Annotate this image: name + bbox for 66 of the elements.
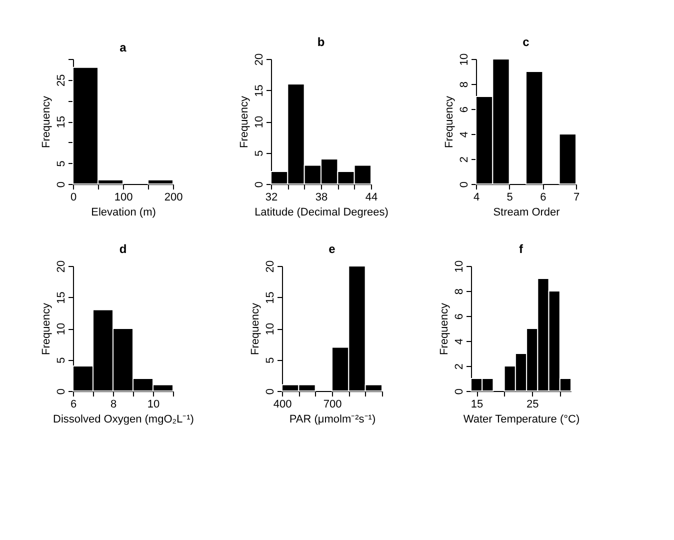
x-tick-label: 4	[473, 192, 480, 204]
y-tick-label: 0	[458, 181, 470, 188]
x-tick-label: 10	[147, 398, 160, 410]
x-tick-label: 25	[526, 398, 539, 410]
x-axis-title: Stream Order	[493, 206, 560, 218]
x-tick-label: 7	[573, 192, 580, 204]
y-tick-label: 5	[56, 357, 68, 364]
x-tick-label: 15	[470, 398, 484, 410]
y-tick-label: 10	[454, 260, 466, 273]
y-tick-label: 0	[454, 388, 466, 395]
y-tick-label: 5	[254, 150, 266, 156]
y-tick-label: 20	[254, 53, 266, 66]
y-axis-title: Frequency	[40, 302, 52, 355]
x-axis-title: PAR (μmolm⁻²s⁻¹)	[289, 414, 376, 426]
chart-title: b	[317, 34, 325, 49]
y-tick-label: 15	[56, 292, 68, 304]
y-axis-title: Frequency	[40, 96, 52, 148]
x-tick-label: 6	[540, 192, 546, 204]
x-tick-label: 38	[315, 192, 328, 204]
x-tick-label: 5	[506, 192, 513, 204]
y-tick-label: 6	[458, 106, 470, 113]
y-tick-label: 0	[254, 181, 266, 188]
chart-title: c	[522, 34, 530, 49]
y-tick-label: 20	[264, 260, 276, 273]
x-tick-label: 0	[70, 192, 77, 204]
x-tick-label: 44	[365, 192, 378, 204]
y-tick-label: 4	[458, 131, 470, 138]
y-tick-label: 10	[254, 116, 266, 128]
y-axis-title: Frequency	[250, 302, 262, 355]
y-tick-label: 10	[264, 322, 276, 336]
x-axis-title: Water Temperature (°C)	[463, 414, 580, 426]
y-tick-label: 2	[454, 363, 466, 370]
chart-title: d	[119, 242, 127, 256]
y-tick-label: 8	[454, 288, 466, 295]
y-axis-title: Frequency	[238, 96, 250, 148]
y-tick-label: 15	[254, 84, 266, 97]
y-tick-label: 25	[56, 74, 68, 86]
x-tick-label: 6	[70, 398, 77, 410]
y-tick-label: 10	[56, 322, 68, 336]
x-tick-label: 32	[265, 192, 278, 204]
y-tick-label: 10	[458, 53, 470, 66]
y-tick-label: 0	[56, 181, 68, 188]
y-tick-label: 0	[264, 388, 276, 395]
chart-title: e	[328, 242, 336, 256]
y-tick-label: 8	[458, 81, 470, 88]
x-tick-label: 400	[273, 398, 292, 410]
y-axis-title: Frequency	[438, 302, 450, 355]
y-tick-label: 0	[56, 388, 68, 395]
x-tick-label: 8	[110, 398, 117, 410]
y-tick-label: 6	[454, 313, 466, 320]
x-axis-title: Latitude (Decimal Degrees)	[254, 206, 388, 218]
y-tick-label: 5	[264, 357, 276, 364]
x-tick-label: 700	[323, 398, 342, 410]
y-axis-title: Frequency	[444, 96, 456, 148]
x-tick-label: 100	[114, 192, 133, 204]
x-axis-title: Elevation (m)	[91, 206, 156, 218]
chart-title: a	[120, 40, 127, 54]
y-tick-label: 15	[264, 292, 276, 304]
y-tick-label: 15	[56, 116, 68, 128]
x-tick-label: 200	[164, 192, 183, 204]
y-tick-label: 4	[454, 338, 466, 345]
chart-title: f	[519, 242, 524, 256]
y-tick-label: 20	[56, 260, 68, 273]
x-axis-title: Dissolved Oxygen (mgO₂L⁻¹)	[53, 414, 194, 426]
y-tick-label: 5	[56, 160, 68, 167]
y-tick-label: 2	[458, 156, 470, 163]
